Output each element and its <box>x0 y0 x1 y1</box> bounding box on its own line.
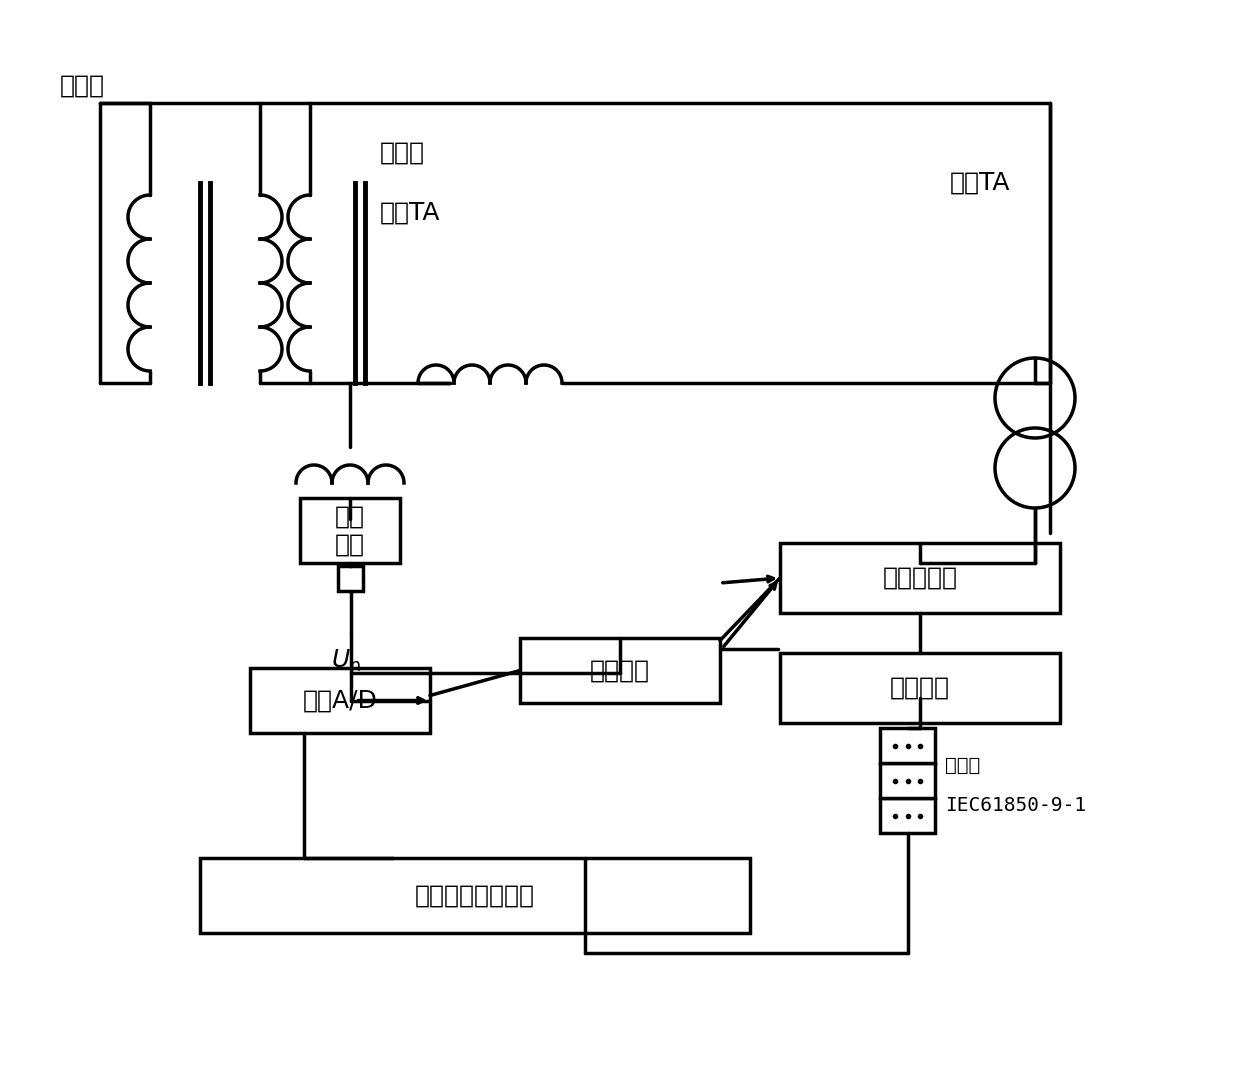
Bar <box>200 858 750 932</box>
Bar <box>520 638 720 703</box>
Text: $U_{\mathrm{n}}$: $U_{\mathrm{n}}$ <box>331 648 361 675</box>
Text: 数字帧: 数字帧 <box>945 756 981 775</box>
Text: IEC61850-9-1: IEC61850-9-1 <box>945 796 1086 815</box>
Bar <box>339 566 363 591</box>
Text: 二次转换器: 二次转换器 <box>883 566 957 590</box>
Text: 标准
电阻: 标准 电阻 <box>335 505 365 557</box>
Bar <box>780 653 1060 723</box>
Text: 合并单元: 合并单元 <box>890 676 950 700</box>
Bar <box>880 764 935 798</box>
Text: 被试TA: 被试TA <box>950 171 1011 195</box>
Bar <box>880 728 935 764</box>
Text: 标准A/D: 标准A/D <box>303 689 377 713</box>
Bar <box>300 498 401 563</box>
Bar <box>780 543 1060 613</box>
Text: 升流器: 升流器 <box>379 141 425 165</box>
Text: 调压器: 调压器 <box>60 74 105 97</box>
Text: 同步时钟: 同步时钟 <box>590 658 650 682</box>
Bar <box>250 668 430 733</box>
Bar <box>880 798 935 833</box>
Text: 光电互感器校验仪: 光电互感器校验仪 <box>415 884 534 908</box>
Text: 标准TA: 标准TA <box>379 201 440 225</box>
